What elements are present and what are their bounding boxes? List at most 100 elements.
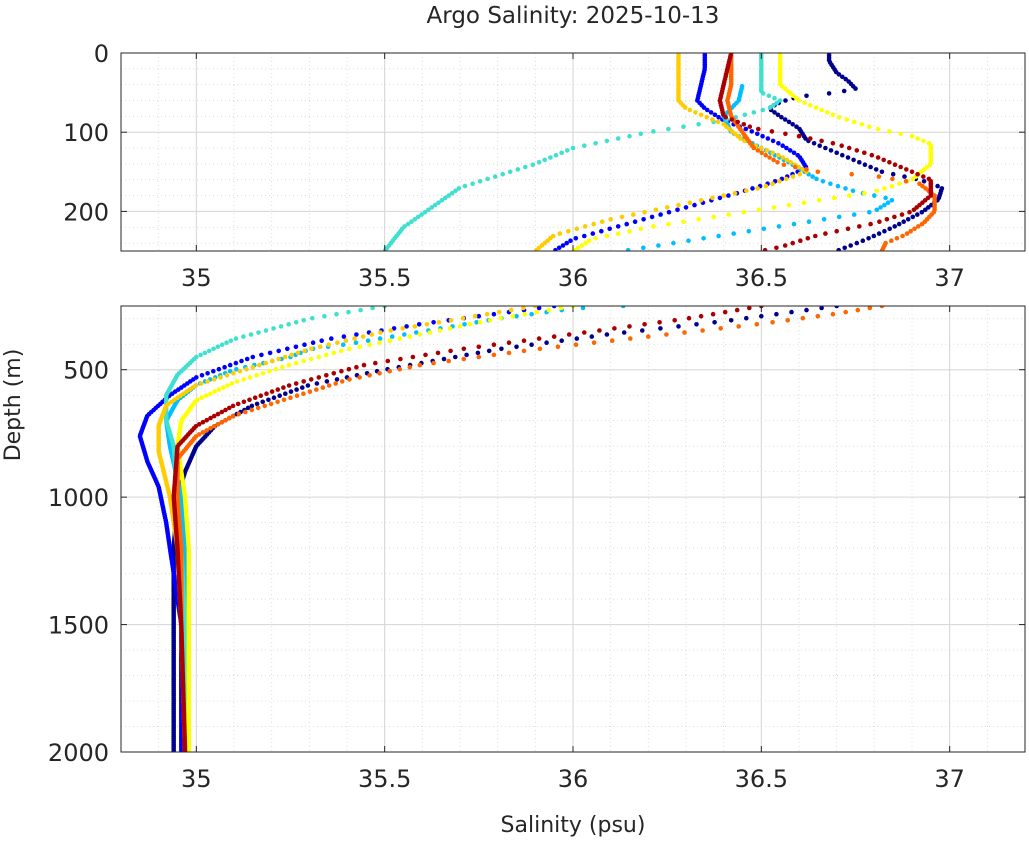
upper-panel: 35 35.5 36 36.5 37 0 100 200 xyxy=(63,40,1026,292)
data-point xyxy=(708,110,714,115)
data-point xyxy=(339,368,344,374)
data-point xyxy=(686,315,692,321)
data-point xyxy=(346,309,351,315)
data-point xyxy=(682,330,687,335)
data-point xyxy=(774,245,779,251)
data-point xyxy=(579,243,585,248)
data-point xyxy=(763,152,768,158)
data-point xyxy=(575,245,581,251)
data-point xyxy=(900,233,905,239)
data-point xyxy=(887,160,892,165)
data-point xyxy=(486,348,492,354)
data-point xyxy=(882,228,887,234)
data-point xyxy=(264,391,269,397)
data-point xyxy=(343,338,349,344)
data-point xyxy=(854,240,860,246)
data-point xyxy=(782,117,788,122)
data-point xyxy=(823,231,828,236)
x-tick-label: 37 xyxy=(934,264,965,292)
data-point xyxy=(277,393,283,399)
data-point xyxy=(565,148,570,153)
data-point xyxy=(716,233,721,239)
data-point xyxy=(764,148,770,153)
data-point xyxy=(573,342,579,348)
data-point xyxy=(726,212,731,217)
data-point xyxy=(324,373,329,378)
data-point xyxy=(398,356,403,362)
data-point xyxy=(548,155,553,160)
data-point xyxy=(239,358,244,364)
data-point xyxy=(566,228,571,234)
data-point xyxy=(222,364,227,370)
profile-points xyxy=(383,53,945,251)
data-point xyxy=(882,186,887,191)
data-point xyxy=(815,169,821,175)
data-point xyxy=(324,352,329,358)
data-point xyxy=(712,320,717,325)
data-point xyxy=(836,72,842,77)
data-point xyxy=(198,352,203,358)
y-tick-label: 2000 xyxy=(48,739,109,767)
data-point xyxy=(529,342,534,348)
data-point xyxy=(783,176,789,182)
data-point xyxy=(241,399,247,405)
data-point xyxy=(416,322,422,327)
data-point xyxy=(231,371,236,376)
data-point xyxy=(536,336,542,341)
data-point xyxy=(453,354,458,360)
data-point xyxy=(267,350,273,356)
data-point xyxy=(514,344,519,350)
data-point xyxy=(244,356,250,362)
data-point xyxy=(842,245,847,251)
data-point xyxy=(802,100,807,106)
data-point xyxy=(749,129,755,134)
data-point xyxy=(784,157,790,163)
data-point xyxy=(589,334,595,339)
data-point xyxy=(546,307,552,313)
data-point xyxy=(582,330,587,335)
data-point xyxy=(851,157,856,163)
data-point xyxy=(627,228,632,234)
data-point xyxy=(862,150,867,156)
data-point xyxy=(876,174,882,179)
data-point xyxy=(281,385,286,390)
data-point xyxy=(573,236,579,241)
data-point xyxy=(875,155,881,160)
data-point xyxy=(250,364,256,370)
data-point xyxy=(280,364,285,370)
data-point xyxy=(402,332,407,337)
data-point xyxy=(439,198,445,203)
data-point xyxy=(523,164,528,170)
data-point xyxy=(823,145,828,151)
data-point xyxy=(627,324,632,329)
data-point xyxy=(681,124,686,129)
data-point xyxy=(365,338,371,344)
data-point xyxy=(810,174,815,179)
data-point xyxy=(472,313,478,319)
data-point xyxy=(499,346,504,352)
data-point xyxy=(484,311,490,317)
data-point xyxy=(234,379,240,384)
data-point xyxy=(252,395,258,401)
data-point xyxy=(790,174,796,179)
data-point xyxy=(269,389,275,394)
data-point xyxy=(198,381,204,386)
data-point xyxy=(763,183,769,189)
data-point xyxy=(441,356,447,362)
data-point xyxy=(747,306,752,311)
data-point xyxy=(427,330,433,335)
data-point xyxy=(422,209,428,215)
data-point xyxy=(851,212,857,217)
data-point xyxy=(530,162,536,167)
data-point xyxy=(712,112,718,118)
data-point xyxy=(820,179,826,184)
data-point xyxy=(892,214,897,220)
data-point xyxy=(642,322,647,327)
data-point xyxy=(285,346,290,352)
data-point xyxy=(599,219,605,224)
data-point xyxy=(642,209,647,215)
data-point xyxy=(412,324,418,329)
data-point xyxy=(698,198,704,203)
data-point xyxy=(227,415,232,421)
data-point xyxy=(908,228,913,234)
